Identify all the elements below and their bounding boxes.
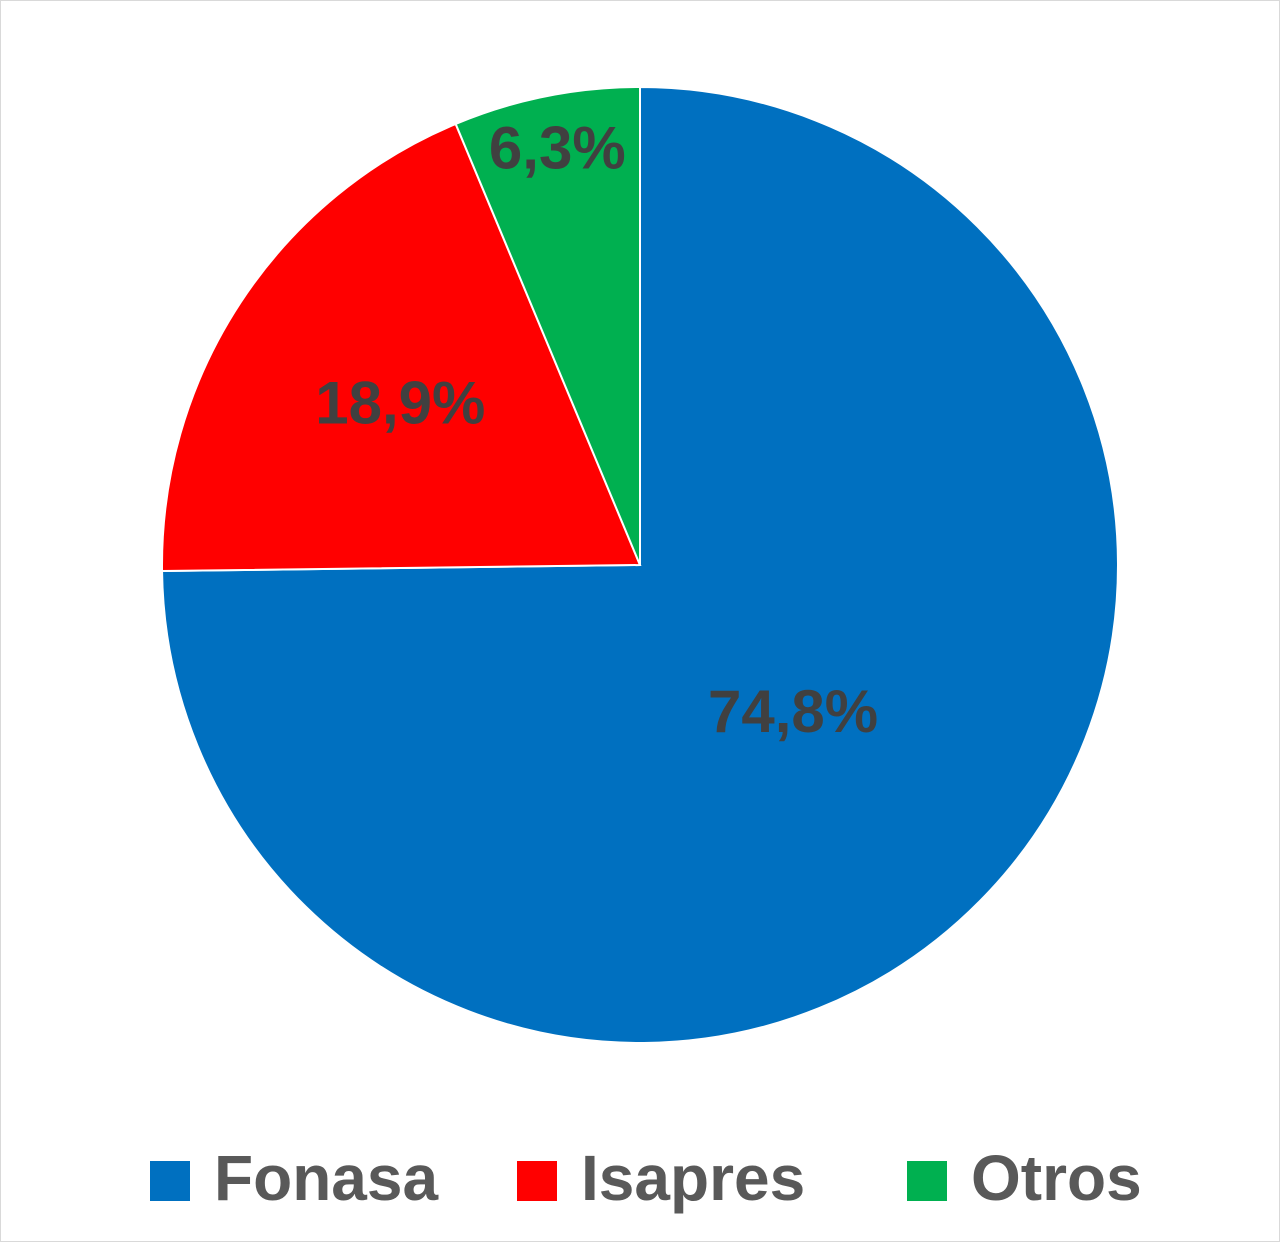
data-label: 18,9% xyxy=(315,369,485,436)
legend-label: Isapres xyxy=(581,1142,805,1214)
data-label: 6,3% xyxy=(489,114,626,181)
legend-marker xyxy=(517,1161,557,1201)
pie-slice xyxy=(454,85,641,566)
pie-slice xyxy=(161,85,1119,1044)
legend-label: Otros xyxy=(971,1142,1142,1214)
pie-slice xyxy=(161,122,642,573)
data-label: 74,8% xyxy=(708,678,878,745)
legend-label: Fonasa xyxy=(214,1142,438,1214)
legend-marker xyxy=(907,1161,947,1201)
legend-marker xyxy=(150,1161,190,1201)
